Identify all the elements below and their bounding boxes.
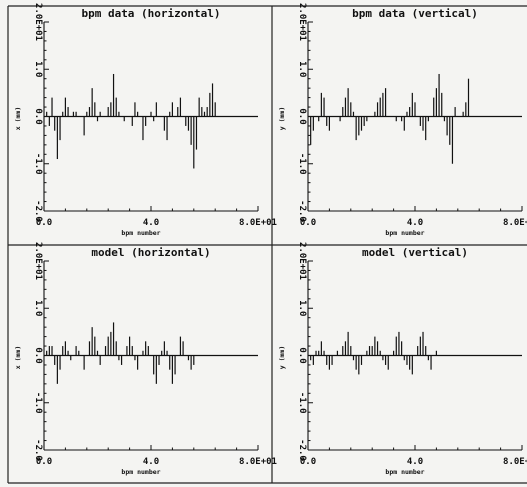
x-tick-label: 4.0 [407,218,423,228]
y-tick-label: 0.0 [33,347,43,363]
chart-panel-1: bpm data (horizontal) -2.0 -1.0 0.0 1.0 2.0E+… [14,3,277,237]
y-tick-label: 2.0E+01 [33,242,43,280]
y-tick-label: 0.0 [297,108,307,124]
y-axis-label: y (mm) [278,346,286,369]
x-tick-label: 4.0 [143,457,159,467]
y-tick-label: -2.0 [33,200,43,222]
x-tick-label: 4.0 [407,457,423,467]
y-tick-label: -2.0 [33,439,43,461]
y-axis-label: x (mm) [14,107,22,130]
y-tick-label: 2.0E+01 [297,242,307,280]
chart-title: model (vertical) [362,246,468,259]
y-tick-label: 1.0 [33,300,43,316]
x-axis-label: bpm number [121,229,160,237]
y-tick-label: 2.0E+01 [33,3,43,41]
chart-title: bpm data (vertical) [352,7,478,20]
y-axis-label: y (mm) [278,107,286,130]
x-tick-label: 8.0E+01 [239,218,277,228]
y-tick-label: 1.0 [297,61,307,77]
x-tick-label: 0.0 [36,218,52,228]
x-tick-label: 0.0 [36,457,52,467]
x-axis-label: bpm number [385,468,424,476]
y-tick-label: 1.0 [33,61,43,77]
y-tick-label: -1.0 [297,153,307,175]
y-tick-label: 0.0 [33,108,43,124]
x-tick-label: 0.0 [300,218,316,228]
y-tick-label: 0.0 [297,347,307,363]
y-tick-label: -1.0 [33,392,43,414]
chart-panel-3: model (horizontal) -2.0 -1.0 0.0 1.0 2.0E+01 0… [14,242,277,476]
x-tick-label: 8.0E+01 [503,218,527,228]
y-tick-label: -2.0 [297,200,307,222]
y-tick-label: 2.0E+01 [297,3,307,41]
y-tick-label: -1.0 [33,153,43,175]
chart-title: bpm data (horizontal) [81,7,220,20]
y-tick-label: -2.0 [297,439,307,461]
chart-panel-4: model (vertical) -2.0 -1.0 0.0 1.0 2.0E+01 0.0… [278,242,527,476]
x-axis-label: bpm number [121,468,160,476]
y-tick-label: -1.0 [297,392,307,414]
y-axis-label: x (mm) [14,346,22,369]
chart-panel-2: bpm data (vertical) -2.0 -1.0 0.0 1.0 2.0E+01… [278,3,527,237]
x-tick-label: 8.0E+01 [239,457,277,467]
chart-title: model (horizontal) [91,246,210,259]
x-tick-label: 8.0E+01 [503,457,527,467]
y-tick-label: 1.0 [297,300,307,316]
x-tick-label: 0.0 [300,457,316,467]
x-axis-label: bpm number [385,229,424,237]
chart-panels: bpm data (horizontal) -2.0 -1.0 0.0 1.0 2.0E+… [14,3,527,476]
x-tick-label: 4.0 [143,218,159,228]
